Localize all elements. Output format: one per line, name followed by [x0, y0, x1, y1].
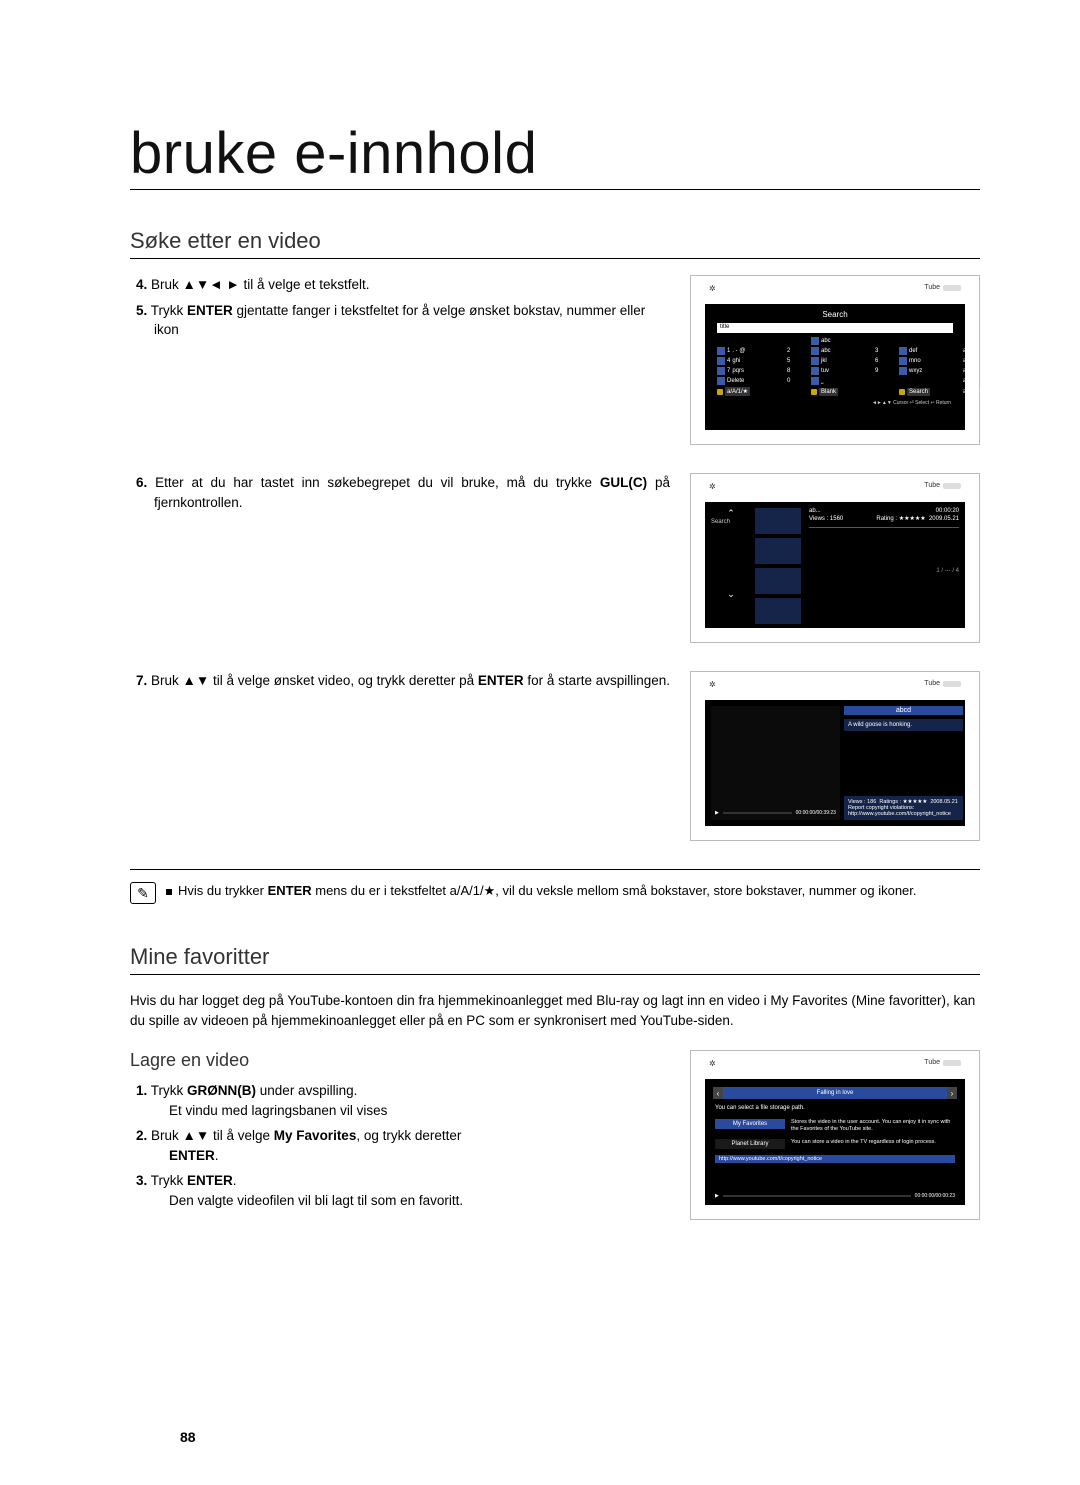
- save-step-1: 1. Trykk GRØNN(B) under avspilling. Et v…: [154, 1081, 670, 1120]
- section-search-title: Søke etter en video: [130, 228, 980, 259]
- my-favorites-option: My Favorites: [715, 1119, 785, 1129]
- result-thumb: [755, 538, 801, 564]
- f3-stats: Views : 186 Ratings : ★★★★★ 2008.05.21 R…: [844, 796, 963, 820]
- section-favorites-title: Mine favoritter: [130, 944, 980, 975]
- save-step-2: 2. Bruk ▲▼ til å velge My Favorites, og …: [154, 1126, 670, 1165]
- video-playback-area: ▶00:00:00/00:39:23: [711, 706, 840, 820]
- step-5: 5. Trykk ENTER gjentatte fanger i tekstf…: [154, 301, 670, 340]
- page-number: 88: [180, 1429, 196, 1445]
- gear-icon: ✲: [709, 1059, 716, 1068]
- play-icon: ▶: [715, 810, 719, 816]
- note-icon: ✎: [130, 882, 156, 904]
- step-6: 6. Etter at du har tastet inn søkebegrep…: [154, 473, 670, 512]
- result-thumb: [755, 508, 801, 534]
- gear-icon: ✲: [709, 284, 716, 293]
- save-step-3: 3. Trykk ENTER. Den valgte videofilen vi…: [154, 1171, 670, 1210]
- result-thumb: [755, 568, 801, 594]
- f1-input: title: [717, 323, 953, 333]
- figure-save-dialog: ✲ Tube ‹ Falling in love › You can selec…: [690, 1050, 980, 1220]
- f1-status: ◄►▲▼ Cursor ⏎ Select ↩ Return: [709, 396, 961, 406]
- step-4: 4. Bruk ▲▼◄ ► til å velge et tekstfelt.: [154, 275, 670, 295]
- gear-icon: ✲: [709, 680, 716, 689]
- planet-library-option: Planet Library: [715, 1139, 785, 1149]
- favorites-body: Hvis du har logget deg på YouTube-kontoe…: [130, 991, 980, 1030]
- play-icon: ▶: [715, 1193, 719, 1199]
- up-arrow-icon: ⌃: [711, 508, 751, 519]
- f1-search-title: Search: [709, 308, 961, 323]
- result-thumb: [755, 598, 801, 624]
- figure-search-results: ✲ Tube ⌃ Search ⌄: [690, 473, 980, 643]
- figure-search-keyboard: ✲ Tube Search title abc 1 . - @2 abc3 de…: [690, 275, 980, 445]
- page-main-title: bruke e-innhold: [130, 120, 980, 190]
- step-7: 7. Bruk ▲▼ til å velge ønsket video, og …: [154, 671, 670, 691]
- f3-desc: A wild goose is honking.: [844, 719, 963, 731]
- f3-title: abcd: [844, 706, 963, 715]
- note-text: Hvis du trykker ENTER mens du er i tekst…: [166, 882, 917, 900]
- figure-video-player: ✲ Tube ▶00:00:00/00:39:23 abcd A wild go…: [690, 671, 980, 841]
- left-arrow-icon: ‹: [713, 1087, 723, 1099]
- gear-icon: ✲: [709, 482, 716, 491]
- down-arrow-icon: ⌄: [711, 589, 751, 600]
- subsection-save-title: Lagre en video: [130, 1050, 670, 1071]
- right-arrow-icon: ›: [947, 1087, 957, 1099]
